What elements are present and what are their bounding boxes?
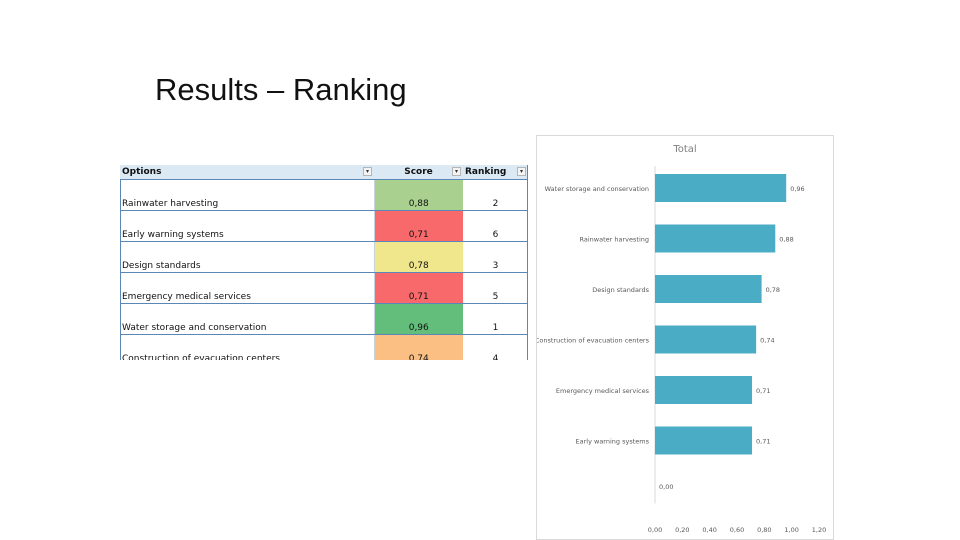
ranking-cell[interactable]: 5 [463,272,528,304]
score-filter-icon[interactable]: ▾ [452,167,461,176]
category-label: Water storage and conservation [545,185,649,193]
data-label: 0,96 [790,185,804,193]
x-tick-label: 1,00 [784,526,798,534]
option-cell[interactable]: Rainwater harvesting [120,179,375,211]
x-tick-label: 1,20 [812,526,826,534]
ranking-column-header: Ranking ▾ [463,165,528,180]
score-cell[interactable]: 0,96 [374,303,463,335]
category-label: Design standards [592,286,649,294]
ranking-cell[interactable]: 2 [463,179,528,211]
bar [655,325,757,354]
table-row: Rainwater harvesting 0,88 2 [120,179,528,211]
score-header-label: Score [404,167,433,177]
data-label: 0,74 [760,337,774,345]
table-row: Design standards 0,78 3 [120,241,528,273]
option-cell[interactable]: Early warning systems [120,210,375,242]
option-cell[interactable]: Design standards [120,241,375,273]
options-column-header: Options ▾ [120,165,374,180]
score-cell[interactable]: 0,71 [374,272,463,304]
option-cell[interactable]: Emergency medical services [120,272,375,304]
option-cell[interactable]: Construction of evacuation centers [120,334,375,360]
x-tick-label: 0,20 [675,526,689,534]
ranking-cell[interactable]: 6 [463,210,528,242]
ranking-cell[interactable]: 3 [463,241,528,273]
data-label: 0,71 [756,438,770,446]
total-bar-chart: Total Water storage and conservation 0,96… [536,135,834,540]
data-label: 0,78 [766,286,780,294]
ranking-cell[interactable]: 1 [463,303,528,335]
bar [655,174,787,202]
x-tick-label: 0,60 [730,526,744,534]
data-label: 0,71 [756,387,770,395]
category-label: Emergency medical services [556,387,650,395]
x-tick-label: 0,80 [757,526,771,534]
ranking-cell[interactable]: 4 [463,334,528,360]
ranking-header-label: Ranking [465,167,507,177]
options-filter-icon[interactable]: ▾ [363,167,372,176]
slide-title: Results – Ranking [155,72,407,107]
table-header-row: Options ▾ Score ▾ Ranking ▾ [120,165,528,180]
ranking-filter-icon[interactable]: ▾ [517,167,526,176]
bar [655,426,753,455]
score-cell[interactable]: 0,78 [374,241,463,273]
table-row: Emergency medical services 0,71 5 [120,272,528,304]
category-label: Rainwater harvesting [580,236,649,244]
options-header-label: Options [122,167,162,177]
score-cell[interactable]: 0,88 [374,179,463,211]
x-tick-label: 0,00 [648,526,662,534]
table-row: Construction of evacuation centers 0,74 … [120,334,528,360]
score-column-header: Score ▾ [374,165,463,180]
ranking-table: Options ▾ Score ▾ Ranking ▾ Rainwater ha… [120,165,528,360]
chart-plot: Water storage and conservation 0,96 Rainwa… [537,166,826,534]
score-cell[interactable]: 0,74 [374,334,463,360]
bar [655,376,753,404]
x-tick-label: 0,40 [702,526,716,534]
category-label: Early warning systems [576,438,650,446]
data-label: 0,00 [659,483,673,491]
table-row: Early warning systems 0,71 6 [120,210,528,242]
table-row: Water storage and conservation 0,96 1 [120,303,528,335]
ranking-table-container: Options ▾ Score ▾ Ranking ▾ Rainwater ha… [120,165,528,360]
bar [655,224,776,253]
chart-title: Total [673,144,697,155]
option-cell[interactable]: Water storage and conservation [120,303,375,335]
bar [655,275,762,303]
category-label: Construction of evacuation centers [537,337,650,345]
score-cell[interactable]: 0,71 [374,210,463,242]
data-label: 0,88 [779,236,793,244]
